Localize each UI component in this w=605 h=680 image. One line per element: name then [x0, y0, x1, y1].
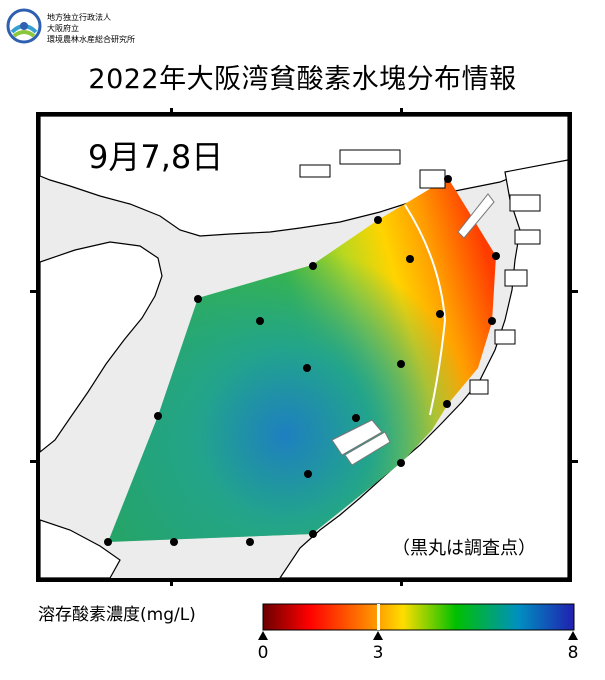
colorbar-tick-label: 0 — [257, 643, 269, 663]
colorbar-tick-label: 3 — [372, 643, 384, 663]
station-legend-note: （黒丸は調査点） — [392, 538, 536, 559]
station-point — [374, 216, 382, 224]
station-point — [304, 470, 312, 478]
station-point — [488, 317, 496, 325]
colorbar-tick-label: 8 — [567, 643, 579, 663]
station-point — [444, 175, 452, 183]
port-structures — [299, 149, 541, 395]
survey-stations — [104, 175, 500, 546]
page-title: 2022年大阪湾貧酸素水塊分布情報 — [88, 64, 517, 95]
org-logo-icon — [6, 8, 42, 44]
station-point — [309, 530, 317, 538]
station-point — [256, 317, 264, 325]
contour-3mgL — [404, 204, 447, 416]
colorbar-tick-marks — [258, 631, 578, 640]
colorbar-title: 溶存酸素濃度(mg/L) — [38, 605, 196, 625]
reclaimed-island — [457, 193, 495, 239]
org-logo: 地方独立行政法人 大阪府立 環境農林水産総合研究所 — [0, 0, 200, 50]
station-point — [303, 364, 311, 372]
station-point — [246, 538, 254, 546]
station-point — [154, 412, 162, 420]
station-point — [194, 295, 202, 303]
station-point — [309, 262, 317, 270]
station-point — [443, 400, 451, 408]
airport-island-2 — [344, 431, 391, 466]
station-point — [397, 459, 405, 467]
org-name-line-3: 環境農林水産総合研究所 — [47, 35, 135, 44]
org-name-line-2: 大阪府立 — [47, 24, 79, 33]
station-point — [436, 310, 444, 318]
station-point — [492, 252, 500, 260]
airport-island — [331, 419, 383, 456]
station-point — [397, 360, 405, 368]
map-frame-ticks — [30, 108, 578, 586]
station-point — [406, 255, 414, 263]
survey-date-label: 9月7,8日 — [88, 138, 224, 176]
land-south-west — [40, 519, 121, 578]
station-point — [170, 538, 178, 546]
station-point — [352, 414, 360, 422]
awaji-island — [40, 241, 163, 453]
org-name-line-1: 地方独立行政法人 — [47, 13, 111, 22]
colorbar-3-marker — [377, 604, 380, 630]
colorbar — [262, 603, 575, 631]
station-point — [104, 538, 112, 546]
